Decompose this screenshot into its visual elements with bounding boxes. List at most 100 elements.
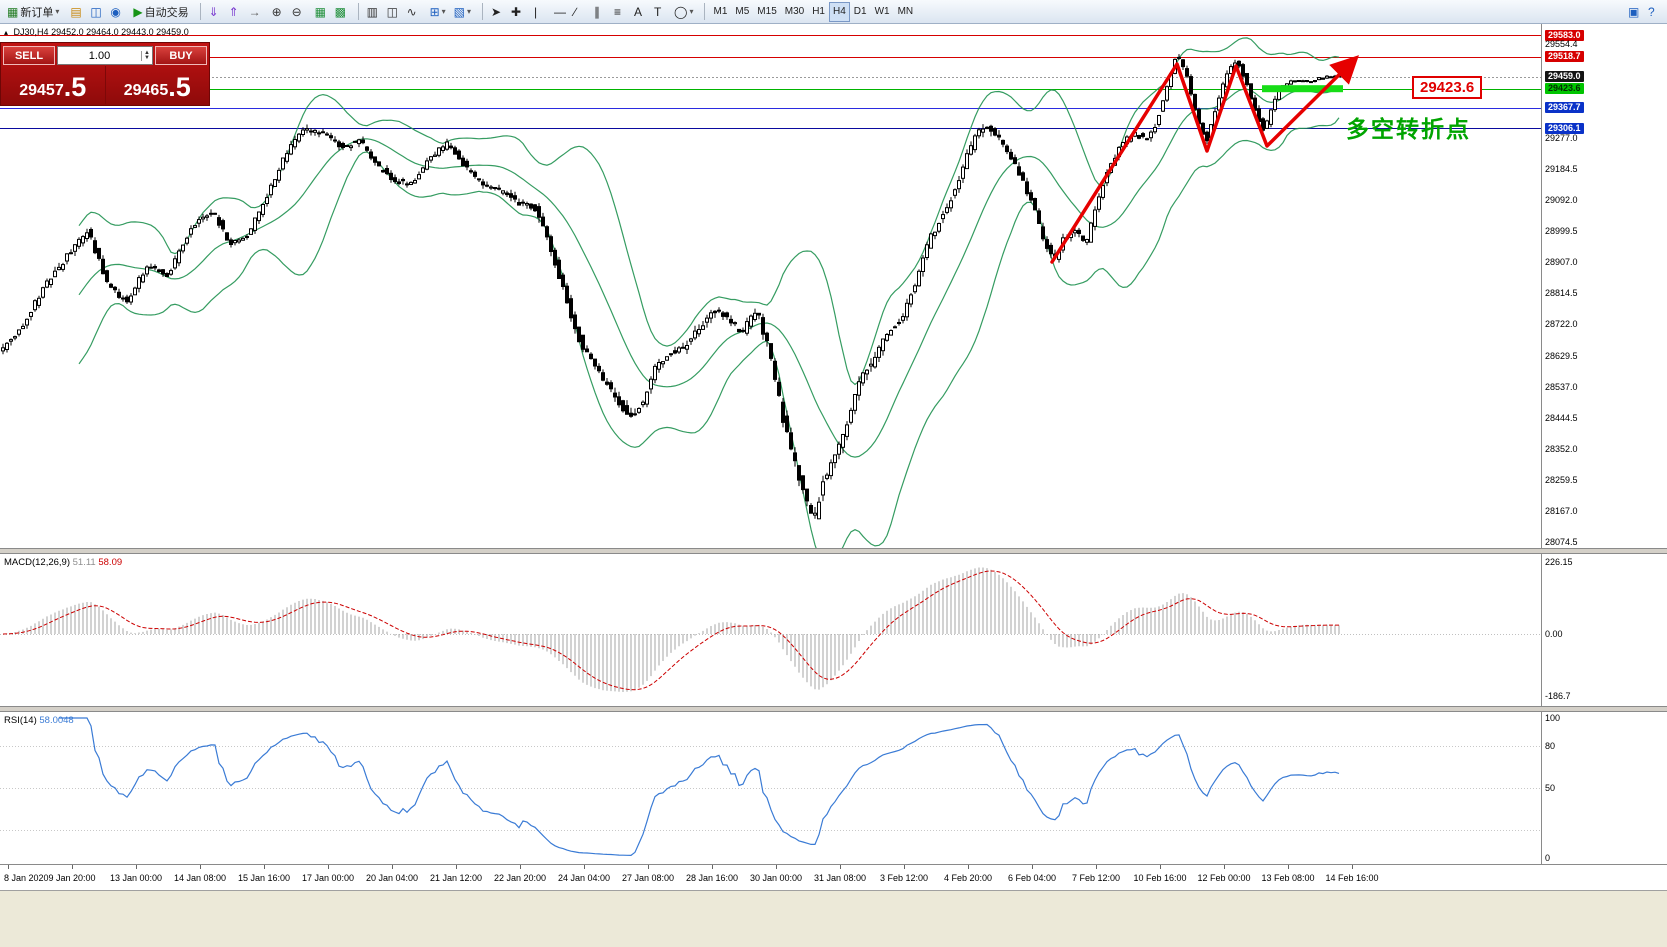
volume-down-button[interactable]: ▼ — [144, 54, 150, 61]
time-axis-tick — [328, 865, 329, 869]
shapes-icon: ◯ — [674, 4, 688, 19]
new-chart-icon[interactable]: ⊞ ▾ — [426, 2, 450, 22]
price-axis-label: 28352.0 — [1545, 444, 1578, 454]
zoom-out-icon[interactable]: ⊖ — [288, 2, 308, 22]
sell-price[interactable]: 29457.5 — [1, 66, 106, 104]
terminal-icon[interactable]: ◉ — [106, 2, 126, 22]
navigator-icon[interactable]: ◫ — [86, 2, 106, 22]
time-axis-label: 17 Jan 00:00 — [301, 873, 355, 883]
tile-windows-icon[interactable]: ▦ — [311, 2, 331, 22]
line-chart-icon[interactable]: ∿ — [403, 2, 423, 22]
time-axis-tick — [1352, 865, 1353, 869]
fibonacci-icon[interactable]: ≡ — [610, 2, 630, 22]
price-axis-label: 28999.5 — [1545, 226, 1578, 236]
time-axis-label: 4 Feb 20:00 — [943, 873, 993, 883]
timeframe-m30[interactable]: M30 — [781, 2, 808, 22]
time-axis-label: 12 Feb 00:00 — [1197, 873, 1251, 883]
crosshair-icon[interactable]: ✚ — [507, 2, 527, 22]
panel-splitter[interactable] — [0, 548, 1667, 554]
macd-axis-label: 0.00 — [1545, 629, 1563, 639]
time-axis-tick — [392, 865, 393, 869]
price-axis-label: 29367.7 — [1545, 102, 1584, 113]
label-icon[interactable]: T — [650, 2, 670, 22]
shapes-icon[interactable]: ◯ ▾ — [670, 2, 697, 22]
buy-button[interactable]: BUY — [155, 46, 207, 65]
buy-price[interactable]: 29465.5 — [123, 72, 191, 102]
one-click-collapse-icon[interactable]: ▴ — [4, 28, 9, 37]
time-axis-tick — [72, 865, 73, 869]
templates-icon[interactable]: ▧ ▾ — [450, 2, 475, 22]
timeframe-m5[interactable]: M5 — [731, 2, 753, 22]
horizontal-line-icon[interactable]: — — [550, 2, 570, 22]
chart-shift-icon[interactable]: → — [245, 2, 265, 22]
price-axis-label: 28444.5 — [1545, 413, 1578, 423]
time-axis: 8 Jan 2020 9 Jan 20:00 13 Jan 00:00 14 Jan … — [0, 864, 1667, 890]
zoom-in-icon: ⊕ — [271, 4, 282, 19]
navigator-icon: ◫ — [90, 4, 102, 19]
candlestick-chart-icon[interactable]: ◫ — [383, 2, 403, 22]
trendline-icon[interactable]: ∕ — [570, 2, 590, 22]
bottom-panel — [0, 890, 1667, 947]
arrange-windows-icon: ▣ — [1628, 4, 1640, 19]
market-watch-icon[interactable]: ▤ — [66, 2, 86, 22]
volume-up-button[interactable]: ▲ — [144, 49, 150, 56]
line-chart-icon: ∿ — [406, 4, 417, 19]
timeframe-mn[interactable]: MN — [894, 2, 918, 22]
volume-input[interactable]: 1.00 ▲ ▼ — [57, 46, 153, 65]
time-axis-label: 7 Feb 12:00 — [1071, 873, 1121, 883]
rsi-canvas[interactable] — [0, 712, 1541, 864]
arrange-windows-icon[interactable]: ▣ — [1624, 2, 1644, 22]
sell-button[interactable]: SELL — [3, 46, 55, 65]
macd-indicator-panel: MACD(12,26,9) 51.11 58.09 226.15 0.00 -186… — [0, 554, 1667, 706]
time-axis-label: 30 Jan 00:00 — [749, 873, 803, 883]
zoom-in-bars-icon[interactable]: ⇑ — [225, 2, 245, 22]
chart-symbol-info: ▴ DJ30,H4 29452.0 29464.0 29443.0 29459.… — [4, 27, 189, 37]
macd-label: MACD(12,26,9) 51.11 58.09 — [4, 557, 123, 568]
channel-icon[interactable]: ∥ — [590, 2, 610, 22]
timeframe-m1[interactable]: M1 — [709, 2, 731, 22]
rsi-axis-label: 0 — [1545, 853, 1551, 863]
timeframe-w1[interactable]: W1 — [871, 2, 894, 22]
cascade-windows-icon: ▩ — [334, 4, 346, 19]
price-axis-label: 29184.5 — [1545, 164, 1578, 174]
terminal-icon: ◉ — [110, 4, 121, 19]
vertical-line-icon: | — [534, 4, 538, 19]
help-icon: ? — [1648, 4, 1655, 19]
auto-trading-button[interactable]: ▶ 自动交易 — [129, 2, 192, 22]
time-axis-label: 28 Jan 16:00 — [685, 873, 739, 883]
price-axis-label: 28167.0 — [1545, 506, 1578, 516]
vertical-line-icon[interactable]: | — [530, 2, 550, 22]
macd-canvas[interactable] — [0, 554, 1541, 706]
main-chart-canvas[interactable] — [0, 24, 1541, 548]
cascade-windows-icon[interactable]: ▩ — [331, 2, 351, 22]
bar-chart-icon[interactable]: ▥ — [363, 2, 383, 22]
toolbar-separator — [482, 3, 484, 20]
price-axis-label: 28629.5 — [1545, 351, 1578, 361]
panel-splitter[interactable] — [0, 706, 1667, 712]
horizontal-line-icon: — — [554, 4, 567, 19]
time-axis-label: 8 Jan 2020 — [4, 873, 49, 883]
bar-chart-icon: ▥ — [366, 4, 378, 19]
text-icon[interactable]: A — [630, 2, 650, 22]
crosshair-icon: ✚ — [511, 4, 522, 19]
timeframe-d1[interactable]: D1 — [850, 2, 871, 22]
rsi-axis: 100 80 50 0 — [1541, 712, 1667, 864]
turning-point-note: 多空转折点 — [1346, 116, 1471, 142]
zoom-out-bars-icon[interactable]: ⇓ — [205, 2, 225, 22]
dropdown-caret-icon: ▾ — [689, 7, 694, 16]
help-icon[interactable]: ? — [1644, 2, 1664, 22]
symbol-ohlc: 29452.0 29464.0 29443.0 29459.0 — [51, 27, 189, 37]
timeframe-h4[interactable]: H4 — [829, 1, 850, 22]
price-chart-panel: ▴ DJ30,H4 29452.0 29464.0 29443.0 29459.… — [0, 24, 1667, 548]
rsi-label: RSI(14) 58.0048 — [4, 715, 74, 726]
zoom-in-icon[interactable]: ⊕ — [268, 2, 288, 22]
timeframe-m15[interactable]: M15 — [753, 2, 780, 22]
timeframe-h1[interactable]: H1 — [808, 2, 829, 22]
price-annotation-box: 29423.6 — [1412, 76, 1483, 99]
channel-icon: ∥ — [594, 4, 601, 19]
time-axis-label: 9 Jan 20:00 — [48, 873, 96, 883]
time-axis-tick — [520, 865, 521, 869]
fibonacci-icon: ≡ — [614, 4, 622, 19]
new-order-button[interactable]: ▦ 新订单 ▾ — [3, 2, 63, 22]
cursor-icon[interactable]: ➤ — [487, 2, 507, 22]
